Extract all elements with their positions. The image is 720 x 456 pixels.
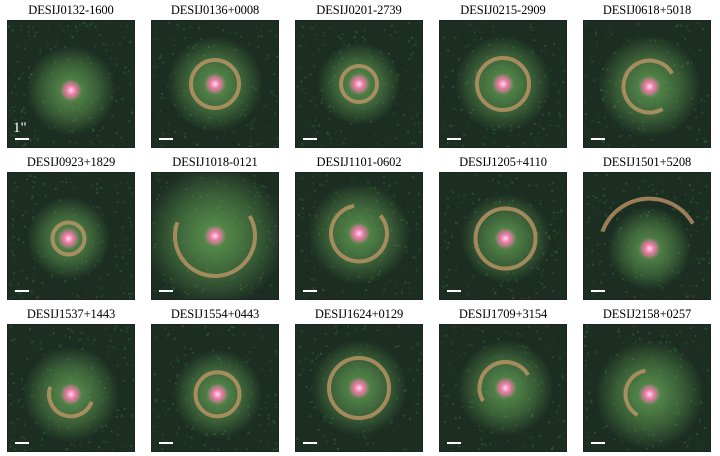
scale-label: 1" <box>13 120 27 136</box>
panel-title: DESIJ1101-0602 <box>316 155 402 169</box>
lens-panel: DESIJ0132-1600 1" <box>6 3 136 148</box>
scale-bar <box>591 290 605 292</box>
panel-title: DESIJ0136+0008 <box>170 3 260 17</box>
scale-bar <box>303 442 317 444</box>
lens-panel: DESIJ1205+4110 <box>438 155 568 300</box>
lens-image-render <box>440 21 566 147</box>
lens-image-render <box>8 21 134 147</box>
panel-title: DESIJ1205+4110 <box>459 155 547 169</box>
panel-title: DESIJ0215-2909 <box>460 3 546 17</box>
panel-title: DESIJ0923+1829 <box>26 155 116 169</box>
lens-image: 1" <box>7 20 135 148</box>
lens-image-render <box>152 325 278 451</box>
panel-title: DESIJ1537+1443 <box>26 307 116 321</box>
lens-image-render <box>440 173 566 299</box>
lens-image <box>583 172 711 300</box>
scale-bar <box>591 138 605 140</box>
lens-panel: DESIJ0618+5018 <box>582 3 712 148</box>
lens-panel: DESIJ1501+5208 <box>582 155 712 300</box>
panel-title: DESIJ1501+5208 <box>602 155 692 169</box>
panel-title: DESIJ1709+3154 <box>458 307 548 321</box>
scale-bar <box>159 442 173 444</box>
lens-panel: DESIJ2158+0257 <box>582 307 712 452</box>
scale-bar <box>15 138 29 140</box>
lens-panel: DESIJ0923+1829 <box>6 155 136 300</box>
panel-title: DESIJ2158+0257 <box>602 307 692 321</box>
scale-bar <box>303 138 317 140</box>
panel-title: DESIJ1624+0129 <box>314 307 404 321</box>
lens-image <box>439 172 567 300</box>
lens-image-render <box>152 173 278 299</box>
scale-bar <box>159 290 173 292</box>
panel-title: DESIJ0618+5018 <box>602 3 692 17</box>
lens-panel: DESIJ0215-2909 <box>438 3 568 148</box>
scale-bar <box>15 442 29 444</box>
lens-image-render <box>296 173 422 299</box>
lens-image-render <box>440 325 566 451</box>
lens-panel: DESIJ0201-2739 <box>294 3 424 148</box>
lens-image <box>151 324 279 452</box>
lens-panel: DESIJ1624+0129 <box>294 307 424 452</box>
lens-panel: DESIJ1554+0443 <box>150 307 280 452</box>
lens-panel: DESIJ0136+0008 <box>150 3 280 148</box>
lens-image <box>151 172 279 300</box>
lens-image <box>295 324 423 452</box>
lens-image <box>151 20 279 148</box>
scale-bar <box>447 138 461 140</box>
scale-bar <box>447 442 461 444</box>
lens-image <box>583 20 711 148</box>
lens-image-render <box>8 173 134 299</box>
scale-bar <box>447 290 461 292</box>
lens-image-render <box>584 173 710 299</box>
lens-image <box>439 20 567 148</box>
lens-panel: DESIJ1018-0121 <box>150 155 280 300</box>
lens-image <box>295 20 423 148</box>
panel-title: DESIJ0201-2739 <box>316 3 402 17</box>
lens-image-render <box>152 21 278 147</box>
scale-bar <box>303 290 317 292</box>
scale-bar <box>591 442 605 444</box>
lens-image <box>439 324 567 452</box>
scale-bar <box>15 290 29 292</box>
lens-image <box>7 324 135 452</box>
lens-image-render <box>296 325 422 451</box>
panel-title: DESIJ1018-0121 <box>172 155 258 169</box>
lens-image <box>583 324 711 452</box>
lens-image <box>295 172 423 300</box>
lens-image-render <box>584 325 710 451</box>
lens-panel: DESIJ1101-0602 <box>294 155 424 300</box>
lens-image <box>7 172 135 300</box>
lens-image-render <box>584 21 710 147</box>
lens-panel: DESIJ1537+1443 <box>6 307 136 452</box>
lens-image-render <box>8 325 134 451</box>
lens-panel: DESIJ1709+3154 <box>438 307 568 452</box>
panel-title: DESIJ0132-1600 <box>28 3 114 17</box>
panel-title: DESIJ1554+0443 <box>170 307 260 321</box>
scale-bar <box>159 138 173 140</box>
lens-image-render <box>296 21 422 147</box>
